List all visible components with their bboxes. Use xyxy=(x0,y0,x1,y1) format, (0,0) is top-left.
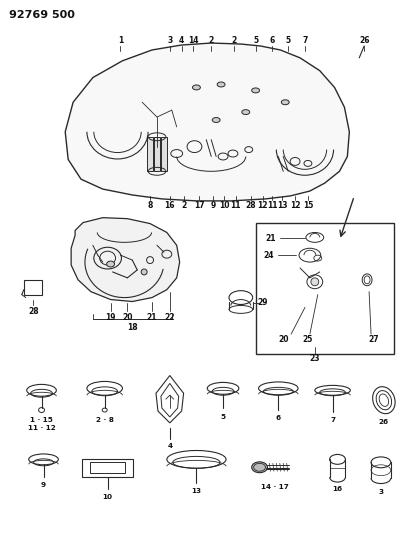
Text: 6: 6 xyxy=(270,36,275,45)
Text: 5: 5 xyxy=(220,414,226,420)
Text: 2 · 8: 2 · 8 xyxy=(96,417,114,423)
Text: 20: 20 xyxy=(122,313,132,322)
Text: 13: 13 xyxy=(277,201,288,211)
Text: 5: 5 xyxy=(253,36,258,45)
Text: 10: 10 xyxy=(102,494,113,500)
Text: 23: 23 xyxy=(309,354,320,364)
Text: 18: 18 xyxy=(127,322,138,332)
Text: 20: 20 xyxy=(278,335,288,343)
Ellipse shape xyxy=(311,278,319,286)
Polygon shape xyxy=(65,43,350,201)
Bar xyxy=(24,280,42,295)
Text: 14: 14 xyxy=(188,36,199,45)
Text: 4: 4 xyxy=(179,36,184,45)
Text: 8: 8 xyxy=(147,201,153,211)
Text: 15: 15 xyxy=(303,201,313,211)
Ellipse shape xyxy=(252,88,260,93)
Text: 16: 16 xyxy=(164,201,175,211)
Text: 2: 2 xyxy=(231,36,237,45)
Text: 92769 500: 92769 500 xyxy=(9,11,75,20)
Ellipse shape xyxy=(192,85,200,90)
Text: 3: 3 xyxy=(378,489,384,495)
Text: 26: 26 xyxy=(379,419,389,425)
Text: 12: 12 xyxy=(290,201,301,211)
Text: 3: 3 xyxy=(167,36,173,45)
Ellipse shape xyxy=(212,118,220,123)
Text: 25: 25 xyxy=(303,335,313,343)
Text: 24: 24 xyxy=(263,251,274,260)
Text: 28: 28 xyxy=(28,307,39,316)
Ellipse shape xyxy=(217,82,225,87)
Text: 21: 21 xyxy=(147,313,157,322)
Bar xyxy=(154,137,160,171)
Ellipse shape xyxy=(242,110,250,115)
Text: 2: 2 xyxy=(181,201,186,211)
Bar xyxy=(147,137,153,171)
Ellipse shape xyxy=(281,100,289,104)
Bar xyxy=(90,462,126,473)
Text: 16: 16 xyxy=(333,486,343,492)
Text: 7: 7 xyxy=(330,417,335,423)
Text: 14 · 17: 14 · 17 xyxy=(262,484,289,490)
Ellipse shape xyxy=(141,269,147,275)
Bar xyxy=(161,137,167,171)
Text: 17: 17 xyxy=(194,201,205,211)
Text: 4: 4 xyxy=(167,442,172,449)
Text: 21: 21 xyxy=(265,234,276,243)
Text: 19: 19 xyxy=(105,313,116,322)
Text: 27: 27 xyxy=(369,335,379,343)
Text: 12: 12 xyxy=(257,201,268,211)
Ellipse shape xyxy=(107,261,115,267)
Polygon shape xyxy=(71,217,180,302)
Bar xyxy=(82,459,133,477)
Text: 22: 22 xyxy=(164,313,175,322)
Text: 1: 1 xyxy=(118,36,123,45)
Text: 2: 2 xyxy=(209,36,214,45)
Text: 1 · 15: 1 · 15 xyxy=(30,417,53,423)
Text: 9: 9 xyxy=(211,201,216,211)
Text: 10: 10 xyxy=(219,201,229,211)
Text: 11 · 12: 11 · 12 xyxy=(28,425,55,431)
Bar xyxy=(256,223,394,354)
Text: 11: 11 xyxy=(230,201,241,211)
Text: 11: 11 xyxy=(267,201,278,211)
Text: 29: 29 xyxy=(257,298,268,307)
Text: 26: 26 xyxy=(359,36,369,45)
Ellipse shape xyxy=(252,462,267,473)
Text: 6: 6 xyxy=(276,415,281,421)
Text: 13: 13 xyxy=(192,488,201,494)
Text: 5: 5 xyxy=(286,36,291,45)
Text: 7: 7 xyxy=(302,36,308,45)
Text: 28: 28 xyxy=(245,201,256,211)
Text: 9: 9 xyxy=(41,482,46,488)
